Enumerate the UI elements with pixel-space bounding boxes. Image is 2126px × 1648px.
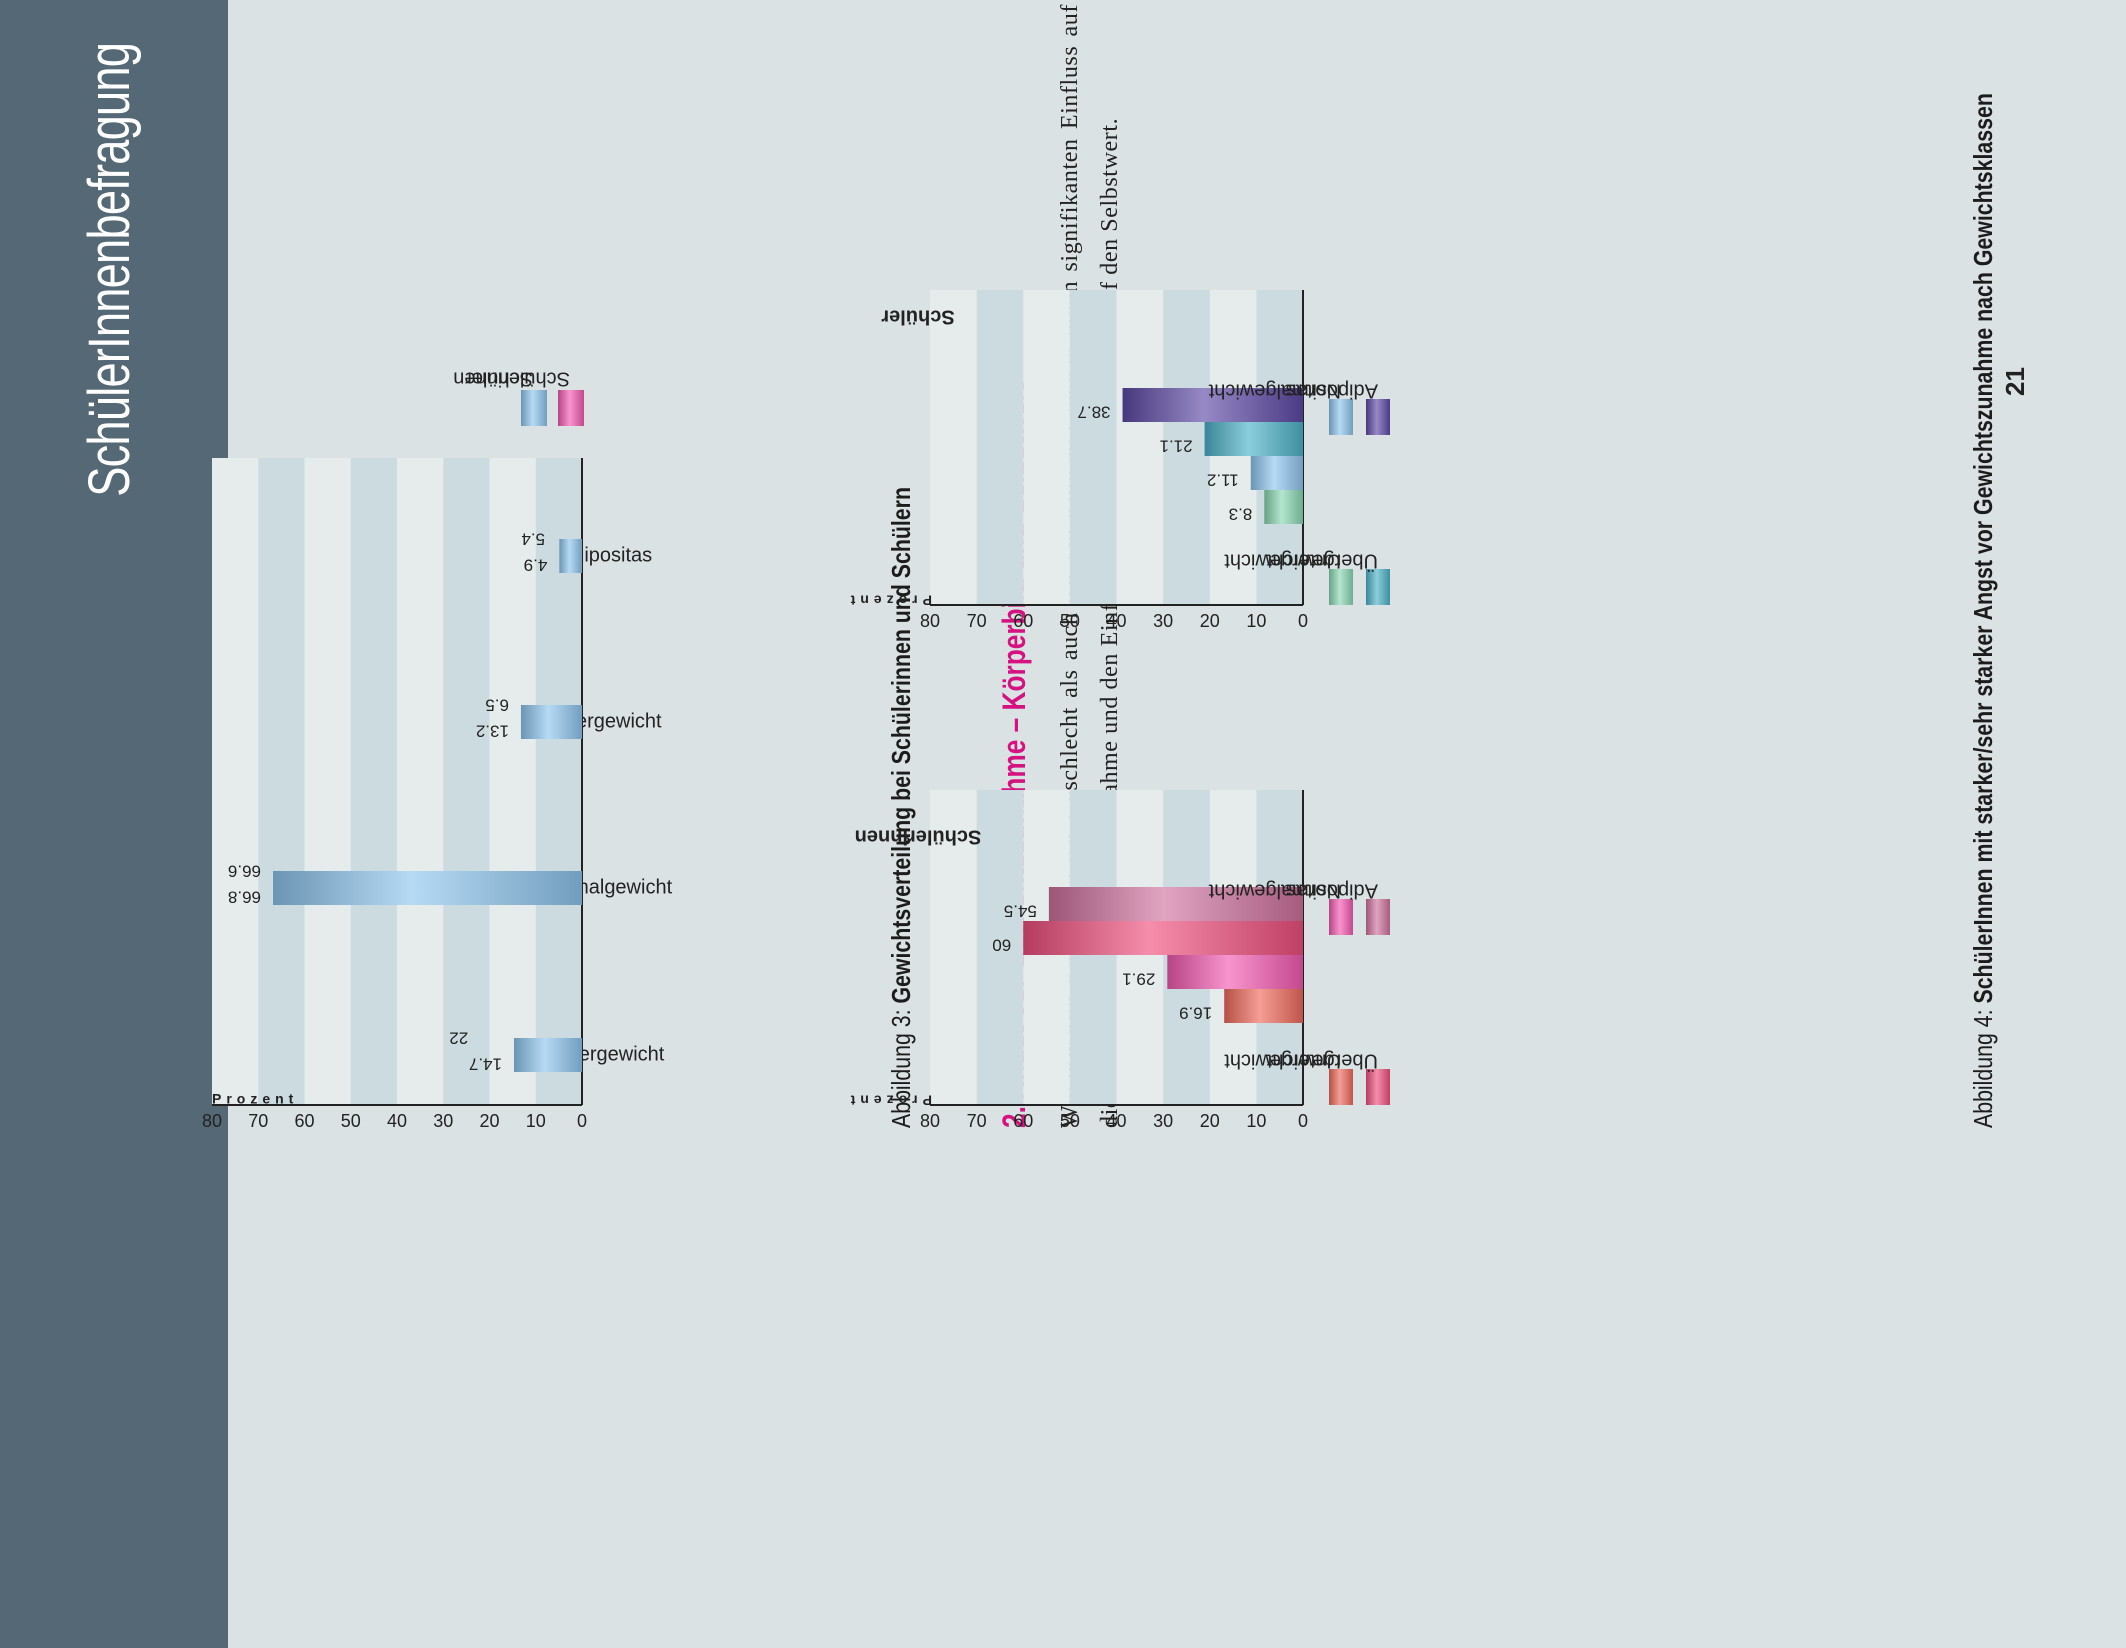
fig3-tick-label: 60 xyxy=(294,1111,314,1131)
fig4-girls-legend-swatch xyxy=(1366,899,1390,935)
fig4-boys-legend-label: Untergewicht xyxy=(1224,550,1341,572)
fig4-boys-legend-label: Adipositas xyxy=(1286,380,1378,402)
figure3-caption: Abbildung 3: Gewichtsverteilung bei Schü… xyxy=(886,487,917,1128)
fig4-boys-bar-übergewicht xyxy=(1204,422,1303,456)
header-band: SchülerInnenbefragung xyxy=(0,0,228,1648)
fig4-girls-tick-label: 20 xyxy=(1200,1111,1220,1131)
fig4-girls-legend-label: Untergewicht xyxy=(1224,1050,1341,1072)
fig3-legend-label: Schüler xyxy=(465,368,533,390)
fig4-girls-grid-band xyxy=(1256,790,1303,1105)
section-body-text: Wie erwartet hat sowohl das Geschlecht a… xyxy=(1057,4,1123,1128)
fig4-boys-legend-swatch xyxy=(1329,399,1353,435)
fig4-girls-legend-label: Normalgewicht xyxy=(1208,880,1341,902)
fig4-girls-tick-label: 30 xyxy=(1153,1111,1173,1131)
fig4-girls-legend-swatch xyxy=(1329,1069,1353,1105)
fig3-data-label-schuelerinnen: 66.6 xyxy=(228,862,261,881)
fig3-tick-label: 70 xyxy=(248,1111,268,1131)
fig4-girls-tick-label: 80 xyxy=(920,1111,940,1131)
figure3-caption-title: Gewichtsverteilung bei Schülerinnen und … xyxy=(886,487,916,1004)
fig3-category-label: Normalgewicht xyxy=(540,876,673,898)
fig4-boys-bar-adipositas xyxy=(1122,388,1304,422)
fig3-category-label: Adipositas xyxy=(560,544,652,566)
fig4-girls-grid-band xyxy=(1209,790,1257,1105)
fig4-boys-grid-band xyxy=(1163,290,1210,605)
fig3-grid-band xyxy=(304,458,351,1105)
fig3-bar-schueler xyxy=(514,1038,583,1072)
fig4-boys-legend-label: Übergewicht xyxy=(1266,550,1378,572)
fig4-boys-bar-normalgewicht xyxy=(1250,456,1304,490)
fig4-girls-tick-label: 70 xyxy=(967,1111,987,1131)
fig3-grid-band xyxy=(443,458,490,1105)
fig4-girls-legend-label: Adipositas xyxy=(1286,880,1378,902)
page-number: 21 xyxy=(2000,367,2030,396)
fig3-data-label-schueler: 4.9 xyxy=(524,556,548,575)
fig4-girls-grid-band xyxy=(1163,790,1210,1105)
fig4-boys-bar-untergewicht xyxy=(1264,490,1304,524)
fig4-girls-legend-swatch xyxy=(1329,899,1353,935)
section-heading: 2. Angst vor Gewichtszunahme – Körperbil… xyxy=(996,382,1032,1128)
fig4-boys-tick-label: 20 xyxy=(1200,611,1220,631)
fig3-grid-band xyxy=(397,458,444,1105)
fig3-data-label-schueler: 13.2 xyxy=(476,722,509,741)
fig4-girls-bar-untergewicht xyxy=(1224,989,1303,1023)
fig3-grid-band xyxy=(350,458,397,1105)
fig4-boys-legend-swatch xyxy=(1366,569,1390,605)
figure4-caption-title: SchülerInnen mit starker/sehr starker An… xyxy=(1968,93,1998,1004)
fig3-bar-schueler xyxy=(520,705,583,739)
fig4-girls-tick-label: 10 xyxy=(1246,1111,1266,1131)
fig3-category-label: Übergewicht xyxy=(550,710,662,732)
fig3-tick-label: 0 xyxy=(577,1111,587,1131)
figure4-caption: Abbildung 4: SchülerInnen mit starker/se… xyxy=(1968,93,1999,1128)
fig3-tick-label: 10 xyxy=(526,1111,546,1131)
fig4-boys-grid-band xyxy=(930,290,977,605)
fig3-legend-swatch xyxy=(521,390,547,426)
fig4-boys-title: Schüler xyxy=(881,306,955,328)
fig4-boys-legend-swatch xyxy=(1366,399,1390,435)
fig4-boys-tick-label: 70 xyxy=(967,611,987,631)
fig4-girls-legend-swatch xyxy=(1366,1069,1390,1105)
fig3-grid-band xyxy=(489,458,536,1105)
fig4-girls-bar-normalgewicht xyxy=(1167,955,1304,989)
fig3-tick-label: 40 xyxy=(387,1111,407,1131)
fig4-girls-grid-band xyxy=(930,790,977,1105)
fig4-girls-data-label: 16.9 xyxy=(1179,1004,1212,1023)
fig3-legend-label: Schülerinnen xyxy=(453,368,570,390)
fig3-legend-swatch xyxy=(558,390,584,426)
fig3-data-label-schuelerinnen: 5.4 xyxy=(521,530,545,549)
fig4-boys-tick-label: 0 xyxy=(1298,611,1308,631)
fig4-boys-grid-band xyxy=(1256,290,1303,605)
fig3-data-label-schuelerinnen: 6.5 xyxy=(485,696,509,715)
fig4-boys-data-label: 11.2 xyxy=(1207,471,1239,490)
fig4-girls-title: Schülerinnen xyxy=(855,826,982,848)
fig4-boys-tick-label: 30 xyxy=(1153,611,1173,631)
fig3-grid-band xyxy=(258,458,305,1105)
page-header-title: SchülerInnenbefragung xyxy=(77,42,142,497)
fig4-girls-tick-label: 0 xyxy=(1298,1111,1308,1131)
fig3-tick-label: 20 xyxy=(479,1111,499,1131)
fig3-bar-schueler xyxy=(273,871,582,905)
fig4-boys-legend-swatch xyxy=(1329,569,1353,605)
figure3-caption-prefix: Abbildung 3: xyxy=(886,1003,916,1128)
fig3-data-label-schueler: 14.7 xyxy=(469,1055,502,1074)
fig3-tick-label: 50 xyxy=(341,1111,361,1131)
fig3-tick-label: 30 xyxy=(433,1111,453,1131)
fig4-girls-legend-label: Übergewicht xyxy=(1266,1050,1378,1072)
fig3-data-label-schueler: 66.8 xyxy=(228,888,261,907)
fig4-boys-data-label: 21.1 xyxy=(1160,437,1193,456)
fig3-bar-schueler xyxy=(559,539,583,573)
fig4-boys-tick-label: 10 xyxy=(1246,611,1266,631)
fig4-boys-data-label: 8.3 xyxy=(1229,505,1253,524)
fig3-category-label: Untergewicht xyxy=(548,1043,665,1065)
fig4-boys-grid-band xyxy=(1209,290,1257,605)
fig4-boys-legend-label: Normalgewicht xyxy=(1208,380,1341,402)
fig3-data-label-schuelerinnen: 22 xyxy=(449,1029,468,1048)
fig3-grid-band xyxy=(535,458,582,1105)
fig4-boys-tick-label: 80 xyxy=(920,611,940,631)
figure4-caption-prefix: Abbildung 4: xyxy=(1968,1003,1998,1128)
